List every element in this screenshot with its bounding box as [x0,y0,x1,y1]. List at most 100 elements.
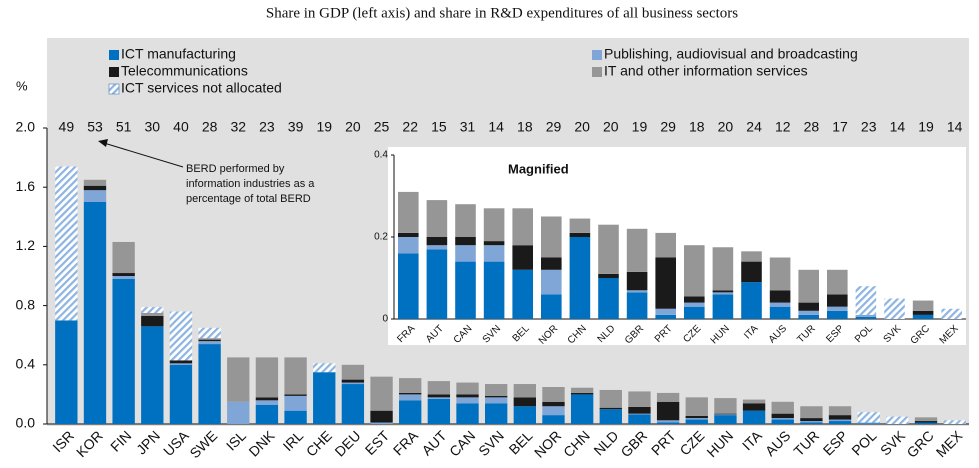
legend-swatch [592,67,602,77]
top-value: 20 [718,119,734,135]
bar-segment [886,416,909,424]
bar-segment [542,406,565,416]
bar-segment [628,413,651,415]
top-value: 14 [488,119,504,135]
bar-segment [455,245,476,262]
bar-segment [771,401,794,414]
bar-segment [742,410,766,424]
y-tick-label: 0.4 [16,356,36,372]
x-tick-label: ISR [49,427,77,455]
bar-segment [712,292,734,295]
bar-segment [427,381,451,395]
bar-segment [599,407,622,410]
bar-segment [541,269,562,295]
bar-segment [769,290,791,303]
bar-segment [857,423,880,424]
x-tick-label: CHN [560,427,593,460]
top-value: 17 [832,119,848,135]
bar-segment [55,320,78,424]
bar-segment [341,364,365,380]
bar-segment [628,391,651,407]
top-value: 19 [632,119,648,135]
top-value: 28 [804,119,820,135]
bar-segment [884,298,905,319]
bar-segment [456,382,479,395]
bar-segment [513,397,537,407]
x-tick-label: KOR [73,427,106,460]
bar-segment [712,247,734,291]
bar-segment [141,313,164,316]
bar-segment [198,344,221,424]
bar-segment [685,419,708,424]
bar-segment [284,394,307,396]
bar-segment [426,249,448,319]
bar-segment [255,404,279,424]
x-tick-label: GRC [903,427,936,460]
x-tick-label: HUN [703,427,736,460]
bar-segment [798,302,819,311]
bar-segment [542,387,565,402]
bar-segment [598,278,619,319]
x-tick-label: GBR [617,427,650,460]
x-tick-label: FRA [390,427,422,459]
bar-segment [569,218,591,233]
y-tick-label: 1.2 [16,237,36,253]
x-tick-label: SVK [877,427,909,459]
bar-segment [684,245,705,297]
bar-segment [741,251,762,262]
bar-segment [513,406,537,424]
annotation: BERD performed by [186,163,285,175]
bar-segment [255,400,279,405]
x-tick-label: EST [362,427,393,458]
top-value: 18 [689,119,705,135]
annotation: information industries as a [186,178,315,190]
x-tick-label: ESP [820,427,851,458]
bar-segment [685,397,708,416]
x-tick-label: AUT [418,427,449,458]
bar-segment [714,415,737,424]
top-value: 29 [546,119,562,135]
bar-segment [655,257,676,309]
bar-segment [542,415,565,424]
bar-segment [857,422,880,424]
x-tick-label: CZE [676,427,707,458]
annotation-arrow [103,142,184,168]
x-tick-label: IRL [280,427,307,454]
top-value: 20 [345,119,361,135]
bar-segment [656,422,680,424]
bar-segment [828,421,852,424]
bar-segment [599,409,622,424]
bar-segment [399,400,422,424]
top-value: 32 [230,119,246,135]
bar-segment [714,398,737,414]
bar-segment [455,204,476,237]
x-tick-label: MEX [933,427,966,460]
bar-segment [771,419,794,424]
bar-segment [656,420,680,423]
legend-label: ICT manufacturing [121,46,236,62]
bar-segment [426,237,448,246]
bar-segment [83,190,107,202]
bar-segment [912,310,934,315]
bar-segment [484,403,508,424]
bar-segment [313,363,336,373]
x-tick-label: CAN [446,427,478,459]
bar-segment [828,419,852,422]
bar-segment [455,237,476,246]
bar-segment [83,185,107,191]
bar-segment [828,406,852,416]
bar-segment [427,397,451,399]
x-tick-label: DNK [245,427,278,460]
bar-segment [169,364,193,424]
bar-segment [569,237,591,319]
bar-segment [712,290,734,293]
bar-segment [684,306,705,319]
bar-segment [112,278,135,424]
bar-segment [313,372,336,424]
bar-segment [914,422,938,424]
bar-segment [427,398,451,424]
top-value: 25 [374,119,390,135]
bar-segment [655,232,676,258]
bar-segment [455,261,476,319]
bar-segment [943,420,966,424]
